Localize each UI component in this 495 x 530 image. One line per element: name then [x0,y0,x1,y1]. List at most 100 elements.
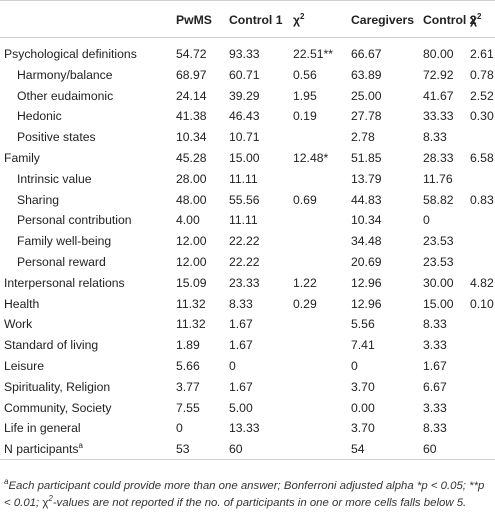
row-label: Other eudaimonic [0,85,176,106]
table-cell [293,397,351,418]
table-cell: 0.83 [470,192,494,207]
table-cell: 3.33 [423,338,447,353]
row-label: Personal reward [0,252,176,273]
table-cell: 3.70 [351,421,375,436]
table-cell: 10.71 [229,130,260,145]
table-cell: 63.89 [351,67,382,82]
table-cell: 3.70 [351,379,375,394]
footnote-marker: a [4,477,9,487]
column-header: Control 1 [229,0,293,38]
row-label-text: Spirituality, Religion [4,379,111,394]
column-header-text: Caregivers [351,13,415,27]
table-cell: 2.52 [470,88,494,103]
table-cell [470,376,495,397]
table-cell [293,127,351,148]
table-cell [293,335,351,356]
table-cell: 20.69 [351,255,382,270]
table-cell: 48.00 [176,192,207,207]
table-cell [470,231,495,252]
table-cell: 15.00 [423,296,454,311]
row-label-text: Leisure [4,359,44,374]
table-cell: 0.29 [293,296,317,311]
table-cell: 22.51** [293,47,333,62]
table-cell: 0.10 [470,296,494,311]
table-cell: 2.78 [351,130,375,145]
table-cell: 2.61 [470,47,494,62]
row-label: Community, Society [0,397,176,418]
table-cell [470,397,495,418]
row-label: Personal contribution [0,210,176,231]
table-cell [470,127,495,148]
row-label: Standard of living [0,335,176,356]
row-label: Harmony/balance [0,65,176,86]
row-label: Health [0,293,176,314]
column-header-sup: 2 [300,11,305,21]
table-cell: 44.83 [351,192,382,207]
table-cell: 25.00 [351,88,382,103]
table-cell: 1.67 [423,359,447,374]
table-cell [293,210,351,231]
table-row: Other eudaimonic 24.14 39.29 1.95 25.00 41.67… [0,85,495,106]
row-label-sup: a [78,440,83,450]
table-footnote: aEach participant could provide more tha… [4,478,492,511]
table-row: Life in general 0 13.33 3.70 8.33 [0,418,495,439]
table-cell: 23.53 [423,234,454,249]
table-cell: 10.34 [176,130,207,145]
row-label: Intrinsic value [0,168,176,189]
table-cell: 41.38 [176,109,207,124]
table-cell: 51.85 [351,151,382,166]
table-cell: 4.00 [176,213,200,228]
table-row: Family well-being 12.00 22.22 34.48 23.53 [0,231,495,252]
row-label-text: Family well-being [17,234,112,249]
table-cell [470,168,495,189]
row-label: Work [0,314,176,335]
column-header: Control 2 [423,0,477,38]
table-row: Personal reward 12.00 22.22 20.69 23.53 [0,252,495,273]
table-cell: 23.33 [229,275,260,290]
table-cell: 0.78 [470,67,494,82]
table-row: Work 11.32 1.67 5.56 8.33 [0,314,495,335]
table-row: Personal contribution 4.00 11.11 10.34 0 [0,210,495,231]
table-cell: 22.22 [229,234,260,249]
row-label: Sharing [0,189,176,210]
table-body: Psychological definitions 54.72 93.33 22.51… [0,38,495,461]
row-label-text: Life in general [4,421,81,436]
table-cell: 0.69 [293,192,317,207]
table-cell: 10.34 [351,213,382,228]
row-label: Leisure [0,356,176,377]
table-row: Harmony/balance 68.97 60.71 0.56 63.89 72.92 0… [0,65,495,86]
column-header-text: Control 2 [423,13,477,27]
table-cell: 5.56 [351,317,375,332]
footnote-chi-symbol: χ [42,496,49,509]
table-cell: 41.67 [423,88,454,103]
table-row: Sharing 48.00 55.56 0.69 44.83 58.82 0.83 [0,189,495,210]
table-cell: 8.33 [423,130,447,145]
table-row: Hedonic 41.38 46.43 0.19 27.78 33.33 0.30 [0,106,495,127]
table-cell: 11.76 [423,171,453,186]
table-row: Health 11.32 8.33 0.29 12.96 15.00 0.10 [0,293,495,314]
table-cell: 12.00 [176,234,207,249]
table-cell: 55.56 [229,192,260,207]
column-header: Caregivers [351,0,423,38]
row-label-text: Work [4,317,33,332]
row-label-text: Personal reward [17,255,106,270]
table-cell: 58.82 [423,192,454,207]
header-label-column [0,0,176,38]
table-cell: 0.56 [293,67,317,82]
row-label-text: Harmony/balance [17,67,113,82]
table-cell: 0 [229,359,236,374]
table-cell: 12.96 [351,296,382,311]
row-label: Positive states [0,127,176,148]
table-cell: 11.11 [229,171,258,186]
results-table: PwMS Control 1 χ2 Caregivers Control 2 χ2 Psy… [0,0,495,461]
table-cell [470,356,495,377]
table-cell: 22.22 [229,255,260,270]
table-cell: 7.55 [176,400,200,415]
table-row: Spirituality, Religion 3.77 1.67 3.70 6.67 [0,376,495,397]
table-cell [470,335,495,356]
column-header-text: Control 1 [229,13,283,27]
footnote-text-b: -values are not reported if the no. of p… [52,496,467,509]
table-cell [293,231,351,252]
row-label-text: Positive states [17,130,96,145]
table-cell [470,314,495,335]
